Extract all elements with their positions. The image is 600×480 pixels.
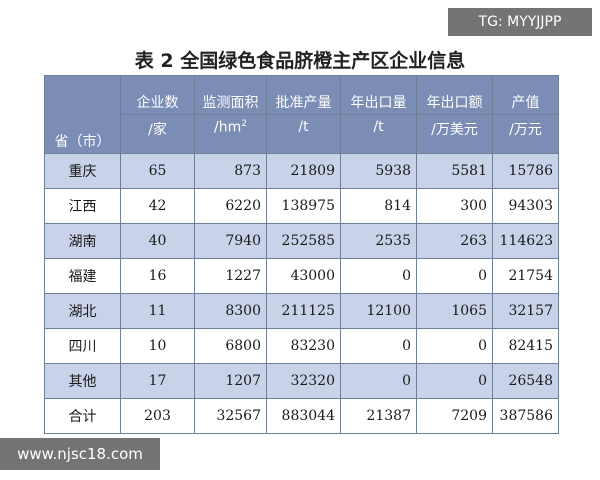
cell: 211125	[266, 293, 341, 329]
unit-approved-output: /t	[266, 114, 341, 154]
unit-export-value: /万美元	[416, 114, 493, 154]
cell: 11	[120, 293, 195, 329]
unit-enterprise-count: /家	[120, 114, 195, 154]
cell: 8300	[194, 293, 267, 329]
cell: 0	[340, 258, 417, 294]
cell: 2535	[340, 223, 417, 259]
cell: 42	[120, 188, 195, 224]
cell: 6800	[194, 328, 267, 364]
cell: 16	[120, 258, 195, 294]
cell: 32157	[492, 293, 559, 329]
table-row: 江西 42 6220 138975 814 300 94303	[44, 188, 559, 224]
row-name: 其他	[44, 363, 121, 399]
cell: 82415	[492, 328, 559, 364]
header-export-volume: 年出口量	[340, 75, 417, 115]
cell: 873	[194, 153, 267, 189]
table-row: 福建 16 1227 43000 0 0 21754	[44, 258, 559, 294]
row-name: 湖南	[44, 223, 121, 259]
table-row: 湖北 11 8300 211125 12100 1065 32157	[44, 293, 559, 329]
cell: 94303	[492, 188, 559, 224]
header-monitor-area: 监测面积	[194, 75, 267, 115]
watermark-bottom: www.njsc18.com	[0, 438, 160, 470]
cell: 21387	[340, 398, 417, 434]
unit-monitor-area: /hm2	[194, 114, 267, 154]
cell: 0	[416, 328, 493, 364]
cell: 138975	[266, 188, 341, 224]
cell: 32320	[266, 363, 341, 399]
data-table: 省（市） 企业数 监测面积 批准产量 年出口量 年出口额 产值 /家 /hm2 …	[44, 75, 559, 434]
cell: 7209	[416, 398, 493, 434]
cell: 0	[416, 258, 493, 294]
header-export-value: 年出口额	[416, 75, 493, 115]
table-row-total: 合计 203 32567 883044 21387 7209 387586	[44, 398, 559, 434]
cell: 114623	[492, 223, 559, 259]
cell: 300	[416, 188, 493, 224]
table-row: 四川 10 6800 83230 0 0 82415	[44, 328, 559, 364]
cell: 43000	[266, 258, 341, 294]
cell: 1207	[194, 363, 267, 399]
unit-output-value: /万元	[492, 114, 559, 154]
cell: 883044	[266, 398, 341, 434]
row-name: 福建	[44, 258, 121, 294]
cell: 203	[120, 398, 195, 434]
cell: 65	[120, 153, 195, 189]
cell: 5938	[340, 153, 417, 189]
cell: 21809	[266, 153, 341, 189]
table-row: 重庆 65 873 21809 5938 5581 15786	[44, 153, 559, 189]
header-approved-output: 批准产量	[266, 75, 341, 115]
cell: 40	[120, 223, 195, 259]
cell: 10	[120, 328, 195, 364]
table-row: 其他 17 1207 32320 0 0 26548	[44, 363, 559, 399]
cell: 7940	[194, 223, 267, 259]
cell: 0	[416, 363, 493, 399]
table-row: 湖南 40 7940 252585 2535 263 114623	[44, 223, 559, 259]
cell: 252585	[266, 223, 341, 259]
cell: 814	[340, 188, 417, 224]
cell: 0	[340, 363, 417, 399]
cell: 263	[416, 223, 493, 259]
cell: 26548	[492, 363, 559, 399]
cell: 1065	[416, 293, 493, 329]
cell: 387586	[492, 398, 559, 434]
cell: 6220	[194, 188, 267, 224]
header-province: 省（市）	[44, 75, 121, 154]
watermark-top: TG: MYYJJPP	[448, 8, 592, 36]
cell: 83230	[266, 328, 341, 364]
row-name: 湖北	[44, 293, 121, 329]
cell: 17	[120, 363, 195, 399]
cell: 21754	[492, 258, 559, 294]
cell: 5581	[416, 153, 493, 189]
header-enterprise-count: 企业数	[120, 75, 195, 115]
cell: 0	[340, 328, 417, 364]
row-name: 四川	[44, 328, 121, 364]
cell: 1227	[194, 258, 267, 294]
cell: 32567	[194, 398, 267, 434]
header-output-value: 产值	[492, 75, 559, 115]
table-title: 表 2 全国绿色食品脐橙主产区企业信息	[134, 50, 466, 72]
row-name: 江西	[44, 188, 121, 224]
row-name: 重庆	[44, 153, 121, 189]
cell: 15786	[492, 153, 559, 189]
unit-export-volume: /t	[340, 114, 417, 154]
row-name: 合计	[44, 398, 121, 434]
cell: 12100	[340, 293, 417, 329]
